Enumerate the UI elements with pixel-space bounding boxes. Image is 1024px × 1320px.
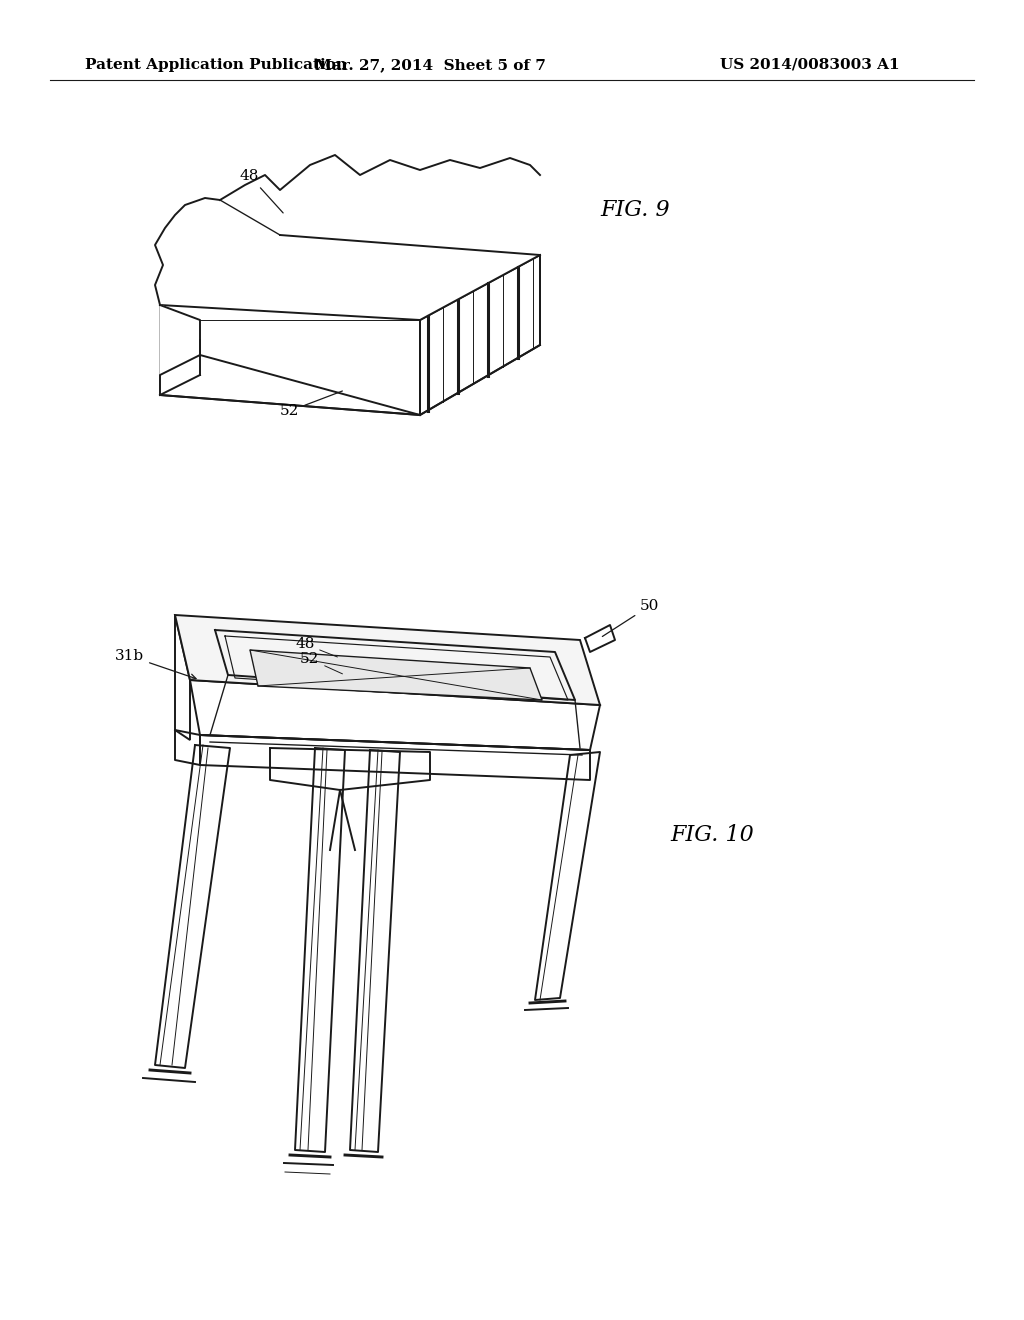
Text: 48: 48: [240, 169, 283, 213]
Polygon shape: [155, 744, 230, 1068]
Text: 50: 50: [602, 599, 659, 636]
Text: 48: 48: [295, 638, 338, 657]
Polygon shape: [295, 748, 345, 1152]
Text: FIG. 9: FIG. 9: [600, 199, 670, 220]
Text: 52: 52: [300, 652, 342, 673]
Text: US 2014/0083003 A1: US 2014/0083003 A1: [720, 58, 900, 73]
Polygon shape: [420, 255, 540, 414]
Polygon shape: [585, 624, 615, 652]
Text: Mar. 27, 2014  Sheet 5 of 7: Mar. 27, 2014 Sheet 5 of 7: [314, 58, 546, 73]
Text: 52: 52: [280, 391, 342, 418]
Polygon shape: [270, 748, 430, 789]
Polygon shape: [175, 730, 200, 766]
Text: FIG. 10: FIG. 10: [670, 824, 754, 846]
Text: Patent Application Publication: Patent Application Publication: [85, 58, 347, 73]
Polygon shape: [535, 752, 600, 1001]
Text: 31b: 31b: [115, 649, 196, 680]
Polygon shape: [200, 735, 590, 780]
Polygon shape: [175, 615, 190, 741]
Polygon shape: [155, 154, 540, 319]
Polygon shape: [160, 305, 200, 395]
Polygon shape: [250, 649, 542, 700]
Polygon shape: [175, 615, 600, 705]
Polygon shape: [190, 680, 600, 750]
Polygon shape: [350, 750, 400, 1152]
Polygon shape: [160, 305, 420, 414]
